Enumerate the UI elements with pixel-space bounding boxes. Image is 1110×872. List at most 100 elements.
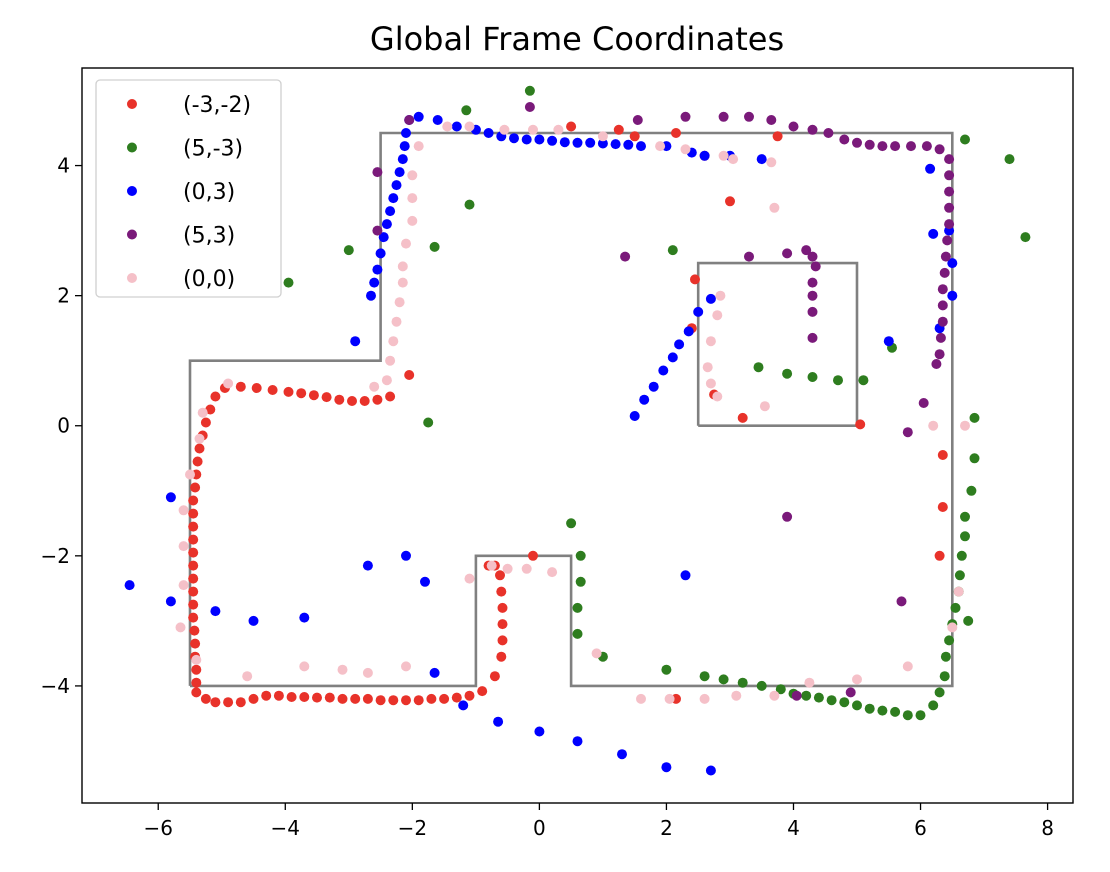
data-point bbox=[375, 248, 386, 259]
data-point bbox=[939, 671, 950, 682]
data-point bbox=[461, 105, 472, 116]
data-point bbox=[248, 693, 259, 704]
data-point bbox=[407, 170, 418, 181]
data-point bbox=[823, 128, 834, 138]
data-point bbox=[966, 485, 977, 496]
data-point bbox=[935, 332, 946, 343]
data-point bbox=[718, 674, 729, 685]
data-point bbox=[369, 381, 380, 392]
legend-label: (0,3) bbox=[183, 180, 235, 205]
data-point bbox=[404, 370, 415, 380]
data-point bbox=[937, 284, 948, 295]
data-point bbox=[769, 690, 780, 701]
x-tick-label: 4 bbox=[787, 816, 800, 840]
legend-marker bbox=[127, 229, 137, 240]
data-point bbox=[769, 202, 780, 213]
data-point bbox=[391, 316, 402, 327]
data-point bbox=[969, 412, 980, 423]
data-point bbox=[188, 547, 199, 558]
data-point bbox=[429, 241, 440, 252]
data-point bbox=[718, 111, 729, 122]
data-point bbox=[944, 170, 955, 181]
data-point bbox=[235, 697, 246, 708]
data-point bbox=[451, 121, 462, 132]
data-point bbox=[381, 219, 392, 230]
data-point bbox=[312, 692, 322, 703]
data-point bbox=[782, 248, 793, 259]
data-point bbox=[744, 111, 754, 122]
data-point bbox=[572, 628, 583, 639]
data-point bbox=[283, 386, 294, 397]
data-point bbox=[597, 131, 608, 142]
data-point bbox=[890, 706, 901, 717]
data-point bbox=[178, 580, 189, 591]
data-point bbox=[902, 710, 913, 721]
data-point bbox=[864, 703, 875, 714]
legend-label: (0,0) bbox=[183, 267, 235, 292]
data-point bbox=[464, 121, 475, 132]
data-point bbox=[680, 111, 691, 122]
data-point bbox=[350, 693, 361, 704]
data-point bbox=[495, 570, 505, 581]
data-point bbox=[956, 550, 967, 561]
data-point bbox=[464, 573, 475, 584]
data-point bbox=[248, 615, 259, 626]
y-tick-label: −4 bbox=[41, 674, 70, 698]
data-point bbox=[896, 596, 907, 607]
data-point bbox=[299, 661, 310, 672]
data-point bbox=[191, 664, 202, 675]
data-point bbox=[944, 635, 955, 646]
data-point bbox=[801, 245, 812, 256]
map-outline-inner bbox=[696, 261, 859, 428]
data-point bbox=[188, 560, 199, 571]
data-point bbox=[194, 443, 205, 454]
data-point bbox=[553, 124, 564, 135]
data-point bbox=[429, 667, 440, 678]
data-point bbox=[205, 404, 216, 415]
data-points bbox=[124, 85, 1031, 776]
legend: (-3,-2) (5,-3) (0,3) (5,3) (0,0) bbox=[95, 79, 282, 298]
data-point bbox=[623, 139, 634, 150]
data-point bbox=[442, 121, 453, 132]
data-point bbox=[921, 141, 932, 152]
x-tick-label: 8 bbox=[1041, 816, 1054, 840]
legend-marker bbox=[127, 99, 137, 109]
data-point bbox=[197, 407, 208, 418]
data-point bbox=[947, 258, 958, 269]
data-point bbox=[372, 264, 383, 275]
data-point bbox=[189, 625, 200, 636]
data-point bbox=[190, 638, 201, 649]
data-point bbox=[235, 381, 246, 392]
data-point bbox=[960, 511, 970, 522]
data-point bbox=[664, 693, 675, 704]
data-point bbox=[960, 531, 970, 542]
data-point bbox=[648, 381, 659, 392]
data-point bbox=[273, 690, 284, 701]
data-point bbox=[192, 456, 203, 467]
data-point bbox=[807, 277, 818, 288]
data-point bbox=[928, 700, 939, 711]
data-point bbox=[934, 687, 945, 698]
series-0 bbox=[188, 121, 948, 708]
data-point bbox=[833, 375, 843, 386]
data-point bbox=[191, 654, 202, 665]
data-point bbox=[839, 134, 850, 145]
data-point bbox=[715, 290, 726, 301]
data-point bbox=[426, 693, 437, 704]
data-point bbox=[852, 137, 862, 148]
y-tick-label: 0 bbox=[57, 414, 70, 438]
data-point bbox=[242, 671, 253, 682]
data-point bbox=[877, 141, 888, 152]
data-point bbox=[397, 277, 408, 288]
data-point bbox=[401, 550, 411, 561]
data-point bbox=[629, 131, 640, 142]
data-point bbox=[413, 111, 424, 122]
data-point bbox=[391, 180, 402, 191]
data-point bbox=[960, 134, 970, 145]
data-point bbox=[807, 332, 818, 343]
data-point bbox=[547, 135, 558, 146]
data-point bbox=[756, 154, 767, 165]
data-point bbox=[699, 693, 710, 704]
data-point bbox=[617, 749, 627, 760]
